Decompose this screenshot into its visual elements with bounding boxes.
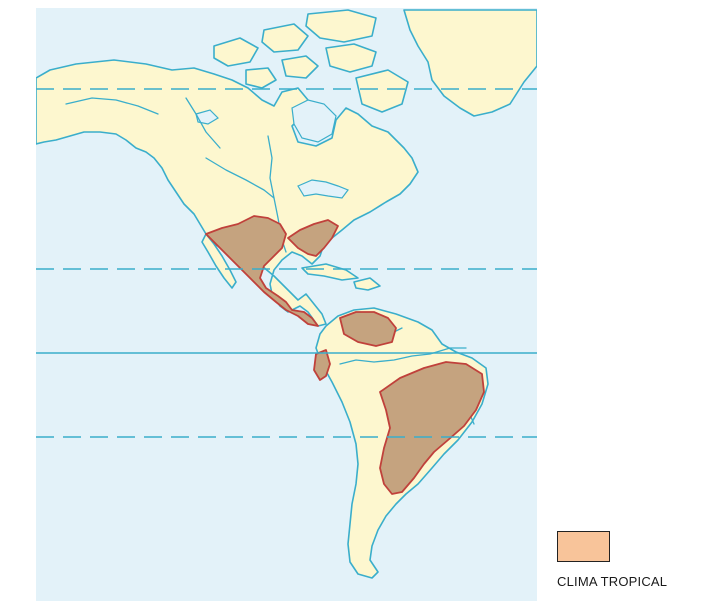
legend-label-tropical: CLIMA TROPICAL — [557, 574, 668, 589]
hudson-bay — [291, 99, 337, 143]
amazon-river — [339, 347, 467, 365]
tropical-region-mexico — [205, 215, 319, 327]
arctic-island — [355, 69, 409, 113]
arctic-island — [261, 23, 309, 53]
tropical-region-brazil — [379, 361, 485, 495]
baja-california — [201, 233, 237, 289]
tropical-region-ecuador — [313, 349, 331, 381]
arctic-island — [213, 37, 259, 67]
arctic-island — [281, 55, 319, 79]
map-canvas — [36, 8, 537, 601]
great-bear-lake — [195, 109, 219, 125]
arctic-island — [245, 67, 277, 89]
missouri-river — [205, 157, 275, 199]
great-lakes — [297, 179, 349, 199]
arctic-island — [325, 43, 377, 73]
yukon-river — [65, 97, 159, 115]
map-of-americas — [36, 8, 537, 601]
north-america — [36, 59, 419, 327]
tropical-region-venezuela — [339, 311, 397, 347]
mackenzie-river — [185, 97, 221, 149]
tropical-region-florida-gulf — [287, 219, 339, 257]
cuba — [301, 263, 359, 281]
arctic-island — [305, 9, 377, 43]
legend-swatch-tropical — [557, 531, 610, 562]
hispaniola — [353, 277, 381, 291]
